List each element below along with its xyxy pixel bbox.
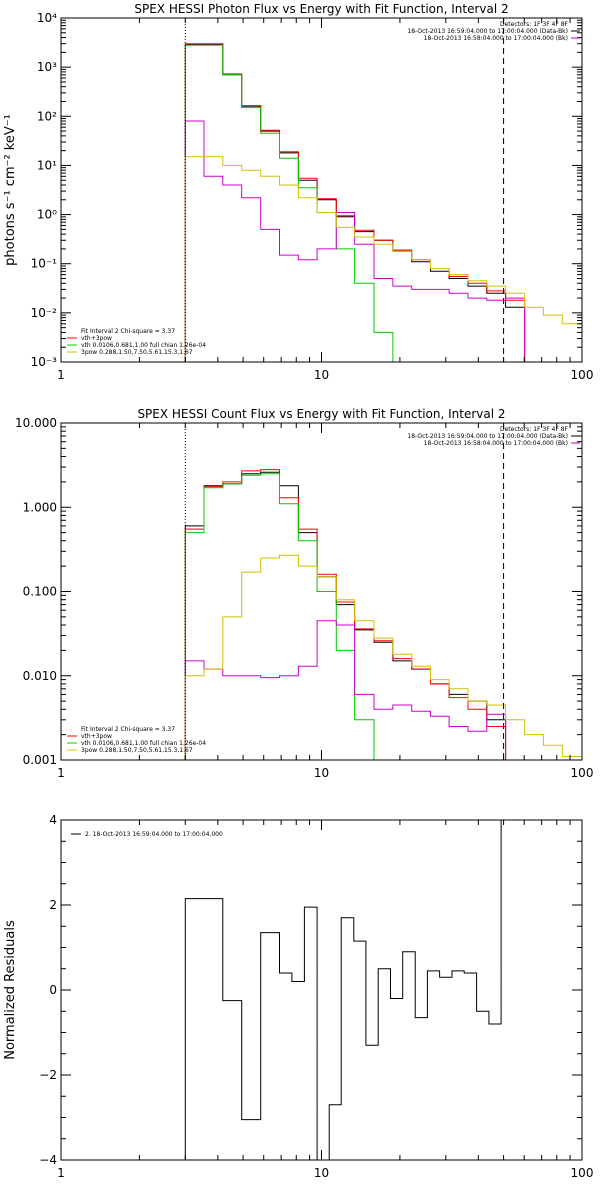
legend-text: Fit Interval 2 Chi-square = 3.37 (81, 328, 175, 335)
y-axis-label: photons s⁻¹ cm⁻² keV⁻¹ (3, 114, 18, 266)
y-tick-label: 0.001 (23, 753, 57, 767)
legend-text: Fit Interval 2 Chi-square = 3.37 (81, 726, 175, 733)
x-tick-label: 100 (571, 766, 594, 780)
series-group (184, 820, 502, 1160)
y-tick-label: 10³ (37, 60, 57, 74)
x-tick-label: 10 (314, 368, 329, 382)
chart-photon: SPEX HESSI Photon Flux vs Energy with Fi… (3, 2, 593, 382)
x-tick-label: 1 (57, 1166, 65, 1180)
chart-residuals: Normalized Residuals 1 10 100 −4 −2 0 2 4 2. 18-O… (3, 813, 593, 1180)
series-line (184, 44, 412, 362)
series-line (184, 620, 507, 760)
legend-text: vth+3pow (81, 335, 112, 342)
legend-bottom: Fit Interval 2 Chi-square = 3.37vth+3pow… (67, 726, 206, 754)
series-line (184, 820, 502, 1160)
y-tick-label: 0.100 (23, 585, 57, 599)
plot-frame (60, 819, 583, 1161)
series-line (184, 120, 526, 362)
series-line (184, 554, 582, 760)
y-tick-label: 10¹ (37, 158, 57, 172)
legend-text: 2. 18-Oct-2013 16:59:04.000 to 17:00:04.… (85, 831, 223, 838)
chart-count: SPEX HESSI Count Flux vs Energy with Fit… (15, 407, 593, 780)
legend-text: 18-Oct-2013 16:58:04.000 to 17:00:04.000… (424, 440, 568, 447)
legend-text: vth+3pow (81, 733, 112, 740)
x-tick-label: 100 (571, 1166, 594, 1180)
chart-title: SPEX HESSI Count Flux vs Energy with Fit… (137, 407, 505, 421)
legend-text: Detectors: 1F 3F 4F 8F (500, 426, 569, 433)
legend-text: 3pow 0.288,1.50,7.50,5.61,15.3,1.67 (81, 349, 193, 356)
legend-text: 18-Oct-2013 16:59:04.000 to 17:00:04.000… (407, 28, 568, 35)
y-axis-label: Normalized Residuals (3, 920, 18, 1060)
y-tick-label: 0.010 (23, 669, 57, 683)
series-line (184, 156, 582, 362)
y-tick-label: 1.000 (23, 500, 57, 514)
y-tick-label: 10⁻³ (31, 355, 58, 369)
series-line (184, 43, 526, 362)
legend-text: vth 0.0106,0.681,1.00 full chian 1.26e-0… (81, 740, 206, 747)
legend-text: vth 0.0106,0.681,1.00 full chian 1.26e-0… (81, 342, 206, 349)
series-line (184, 43, 526, 362)
legend-text: 3pow 0.288,1.50,7.50,5.61,15.3,1.67 (81, 747, 193, 754)
legend-text: 18-Oct-2013 16:59:04.000 to 17:00:04.000… (407, 433, 568, 440)
legend-bottom: Fit Interval 2 Chi-square = 3.37vth+3pow… (67, 328, 206, 356)
y-tick-label: 0 (49, 983, 57, 997)
y-tick-label: 10² (37, 109, 57, 123)
y-tick-label: 2 (49, 898, 57, 912)
y-tick-label: 10⁴ (37, 11, 57, 25)
series-line (184, 469, 507, 760)
x-tick-label: 100 (571, 368, 594, 382)
y-tick-label: −4 (39, 1153, 57, 1167)
y-tick-label: 10⁻² (31, 306, 58, 320)
chart-title: SPEX HESSI Photon Flux vs Energy with Fi… (134, 2, 508, 16)
x-tick-label: 10 (314, 1166, 329, 1180)
series-line (184, 473, 375, 760)
legend-text: Detectors: 1F 3F 4F 8F (500, 21, 569, 28)
x-tick-label: 1 (57, 368, 65, 382)
y-tick-label: 10.000 (15, 416, 57, 430)
y-tick-label: 10⁻¹ (31, 257, 58, 271)
series-group (184, 469, 582, 760)
series-group (184, 43, 582, 362)
x-tick-label: 10 (314, 766, 329, 780)
series-line (184, 471, 507, 760)
y-tick-label: 10⁰ (37, 208, 57, 222)
y-tick-label: 4 (49, 813, 57, 827)
legend-top: 2. 18-Oct-2013 16:59:04.000 to 17:00:04.… (71, 831, 223, 838)
legend-text: 18-Oct-2013 16:58:04.000 to 17:00:04.000… (424, 35, 568, 42)
x-tick-label: 1 (57, 766, 65, 780)
y-tick-label: −2 (39, 1068, 57, 1082)
